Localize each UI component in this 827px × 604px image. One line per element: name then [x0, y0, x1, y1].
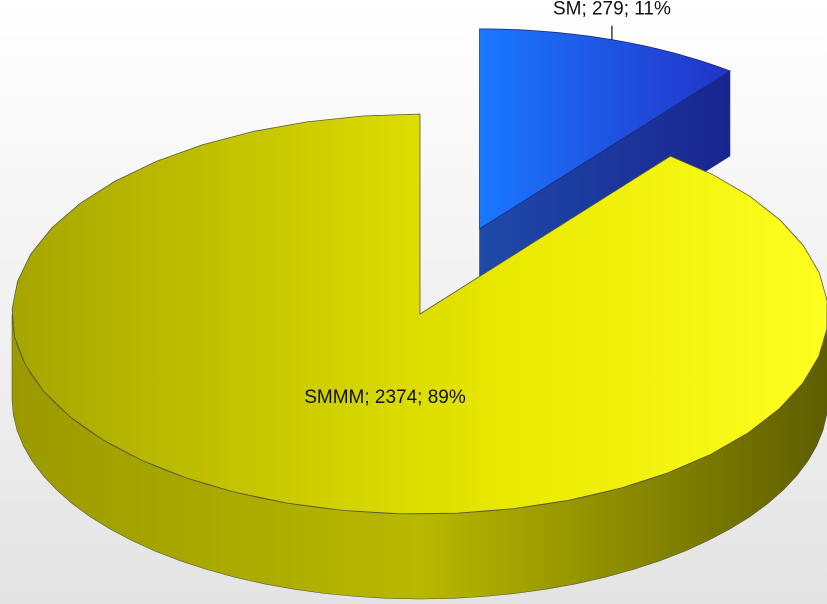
data-label: SM; 279; 11% [553, 0, 671, 20]
slice [479, 28, 731, 230]
slice [11, 113, 827, 515]
data-label: SMMM; 2374; 89% [304, 387, 466, 408]
